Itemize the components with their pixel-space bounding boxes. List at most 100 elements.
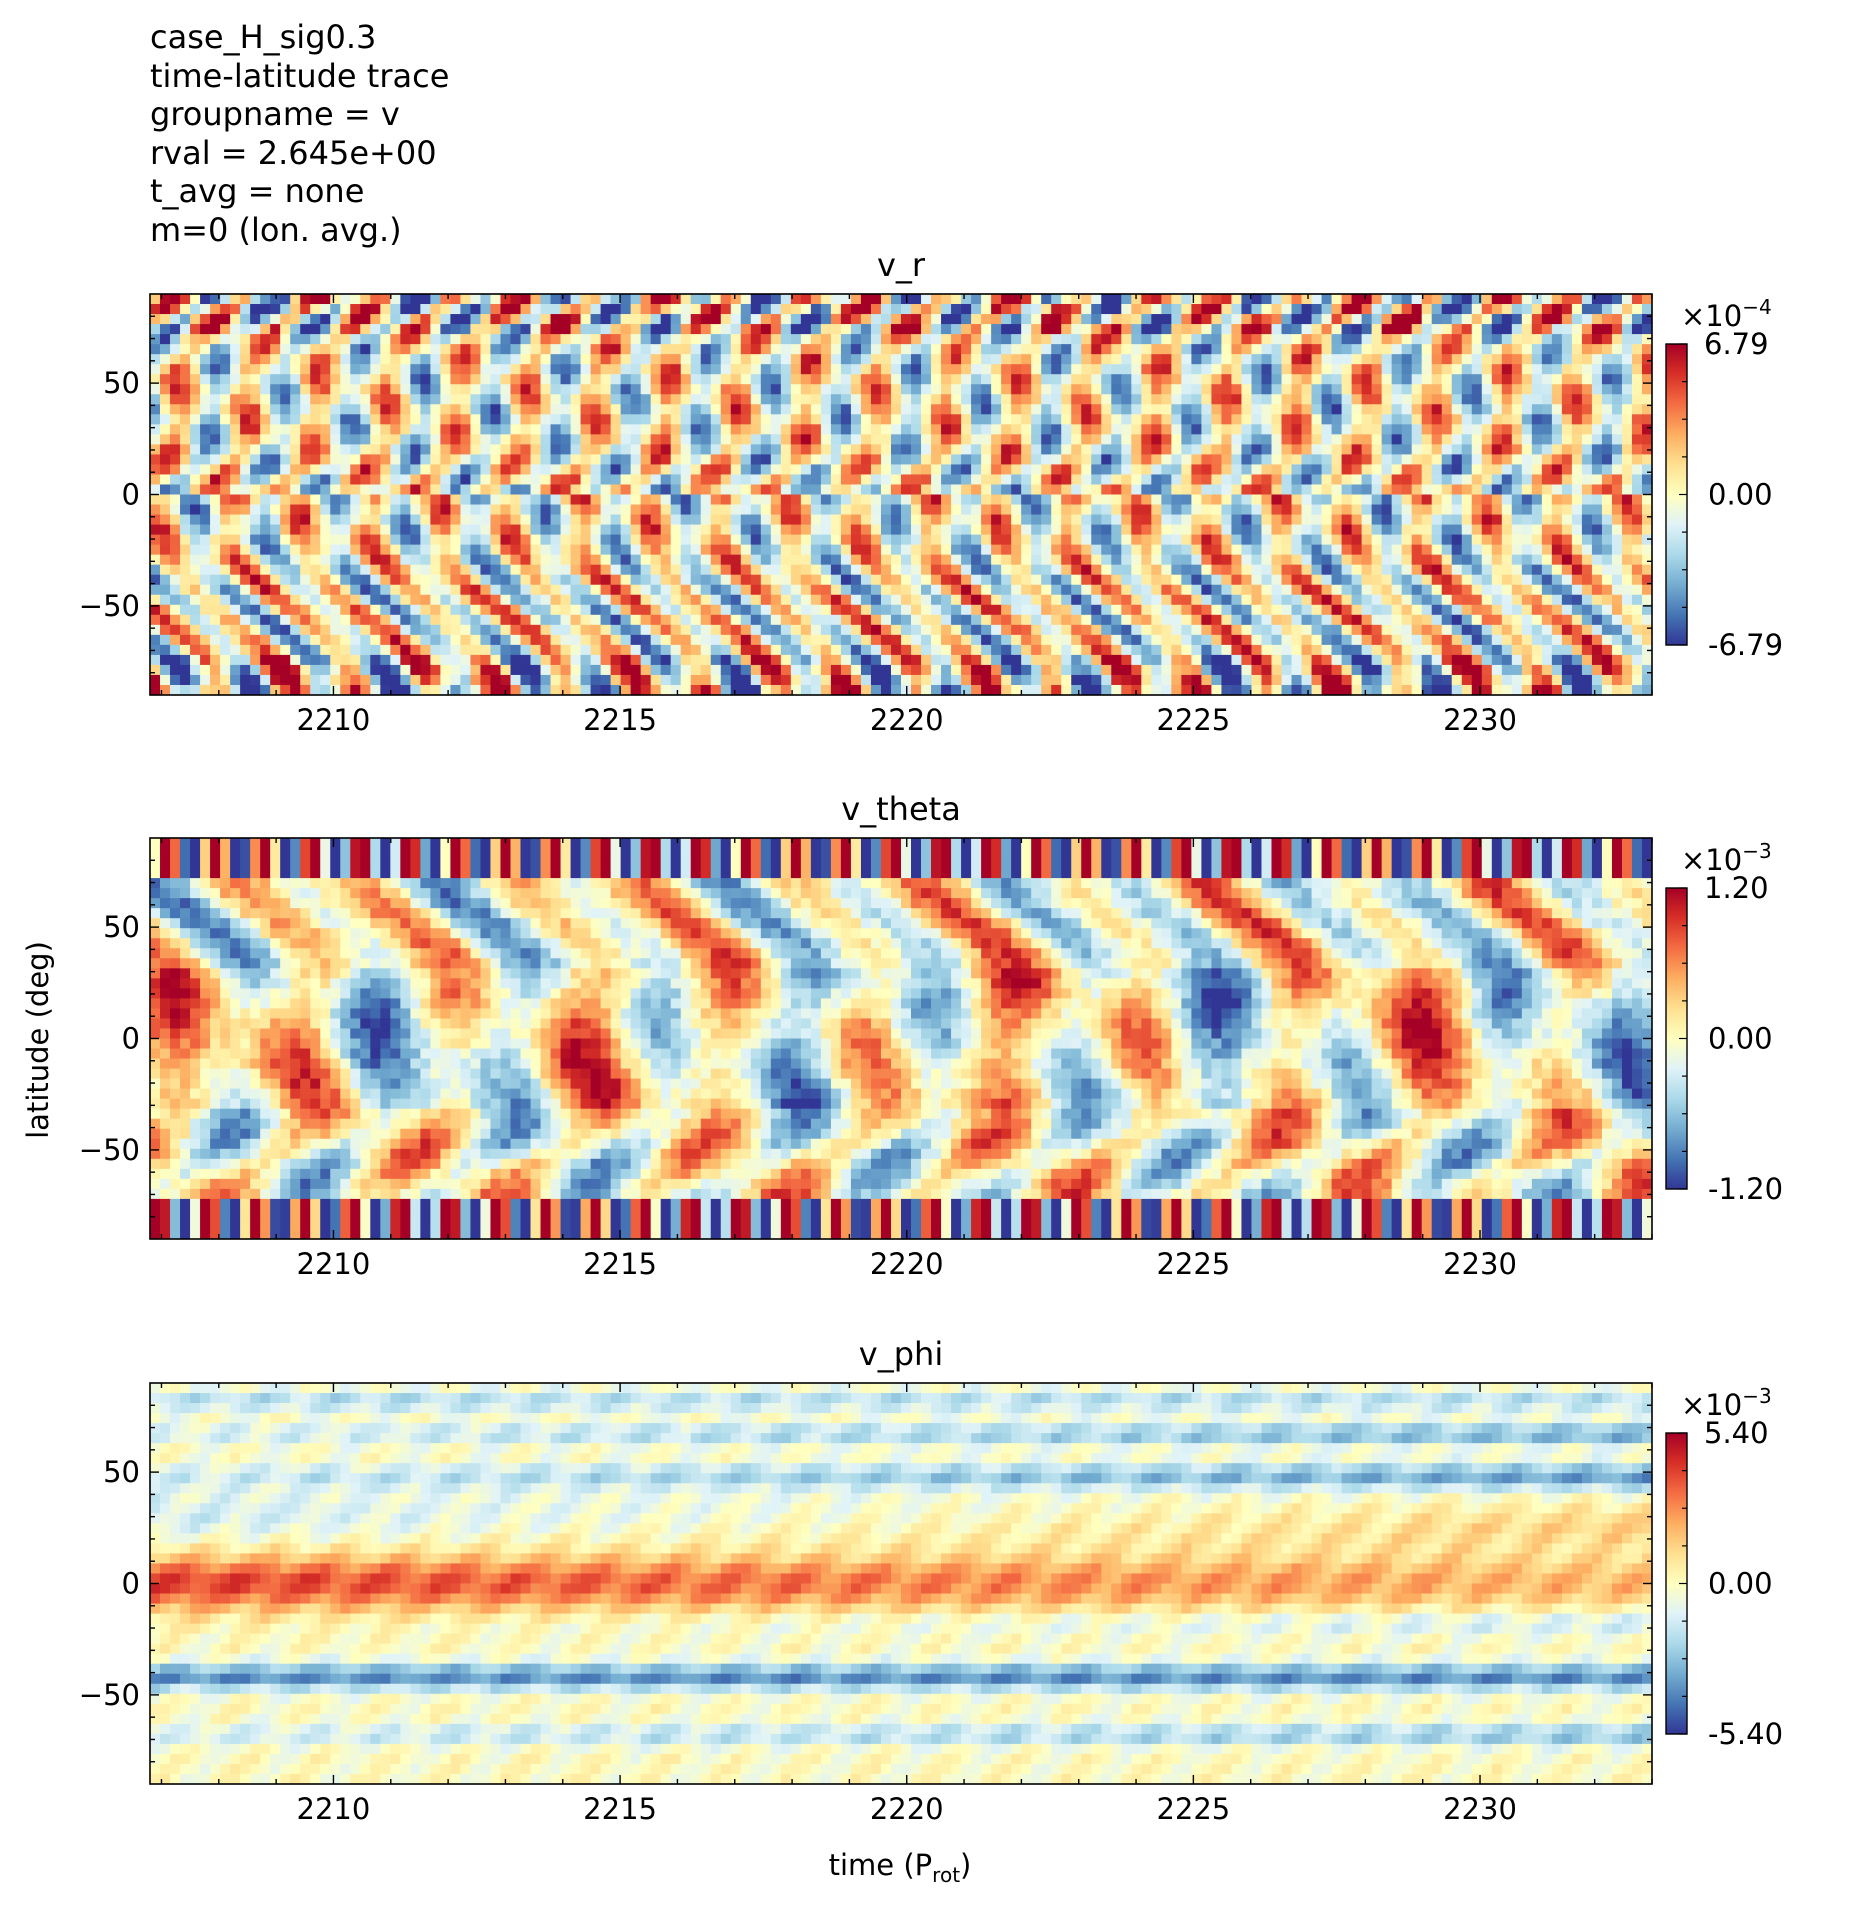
heatmap-cell: [670, 374, 682, 385]
heatmap-cell: [1591, 474, 1603, 486]
heatmap-cell: [240, 554, 251, 566]
heatmap-cell: [1371, 564, 1383, 576]
heatmap-cell: [630, 444, 642, 456]
heatmap-cell: [1421, 414, 1433, 425]
heatmap-cell: [510, 594, 522, 606]
heatmap-cell: [1081, 474, 1092, 486]
heatmap-cell: [1421, 524, 1433, 536]
heatmap-cell: [460, 434, 472, 445]
heatmap-cell: [981, 384, 992, 395]
heatmap-cell: [1361, 454, 1373, 466]
heatmap-cell: [1631, 484, 1643, 496]
heatmap-cell: [1071, 384, 1082, 395]
heatmap-cell: [630, 494, 642, 506]
heatmap-cell: [1071, 604, 1082, 616]
heatmap-cell: [300, 614, 311, 626]
heatmap-cell: [190, 314, 201, 325]
heatmap-cell: [370, 584, 381, 596]
heatmap-cell: [610, 554, 622, 566]
heatmap-cell: [560, 594, 572, 606]
heatmap-cell: [1491, 484, 1503, 496]
heatmap-cell: [780, 424, 792, 435]
heatmap-cell: [500, 304, 512, 315]
heatmap-cell: [1571, 374, 1583, 385]
heatmap-cell: [1261, 494, 1273, 506]
heatmap-cell: [1471, 544, 1483, 556]
heatmap-cell: [1201, 454, 1213, 466]
heatmap-cell: [300, 374, 311, 385]
heatmap-cell: [780, 554, 792, 566]
heatmap-cell: [1001, 364, 1012, 375]
heatmap-cell: [360, 324, 371, 335]
heatmap-cell: [1011, 614, 1022, 626]
heatmap-cell: [1021, 534, 1032, 546]
heatmap-cell: [740, 594, 752, 606]
heatmap-cell: [1041, 324, 1052, 335]
heatmap-cell: [530, 404, 542, 415]
heatmap-cell: [941, 294, 952, 305]
heatmap-cell: [840, 484, 852, 496]
heatmap-cell: [1031, 354, 1042, 365]
heatmap-cell: [190, 514, 201, 526]
heatmap-cell: [180, 304, 191, 315]
heatmap-cell: [660, 504, 672, 516]
heatmap-cell: [1461, 414, 1473, 425]
heatmap-cell: [840, 324, 852, 335]
heatmap-cell: [1641, 604, 1652, 616]
heatmap-cell: [160, 354, 171, 365]
heatmap-cell: [1171, 574, 1182, 586]
heatmap-cell: [1061, 364, 1072, 375]
heatmap-cell: [350, 374, 361, 385]
heatmap-cell: [520, 384, 532, 395]
heatmap-cell: [540, 494, 552, 506]
heatmap-cell: [690, 414, 702, 425]
heatmap-cell: [1641, 474, 1652, 486]
heatmap-cell: [270, 314, 281, 325]
heatmap-cell: [560, 364, 572, 375]
heatmap-cell: [350, 424, 361, 435]
heatmap-cell: [160, 364, 171, 375]
heatmap-cell: [1351, 394, 1363, 405]
heatmap-cell: [1101, 354, 1112, 365]
heatmap-cell: [270, 374, 281, 385]
heatmap-cell: [650, 354, 662, 365]
heatmap-cell: [180, 474, 191, 486]
heatmap-cell: [370, 604, 381, 616]
heatmap-cell: [1411, 324, 1423, 335]
heatmap-cell: [590, 504, 602, 516]
heatmap-cell: [590, 484, 602, 496]
heatmap-cell: [190, 614, 201, 626]
heatmap-cell: [800, 504, 812, 516]
heatmap-cell: [971, 314, 982, 325]
heatmap-cell: [1501, 354, 1513, 365]
heatmap-cell: [700, 304, 712, 315]
heatmap-cell: [1631, 304, 1643, 315]
heatmap-cell: [270, 294, 281, 305]
heatmap-cell: [1201, 304, 1213, 315]
heatmap-cell: [1101, 584, 1112, 596]
heatmap-cell: [1371, 374, 1383, 385]
heatmap-cell: [1331, 304, 1343, 315]
heatmap-cell: [650, 464, 662, 476]
heatmap-cell: [901, 364, 912, 375]
heatmap-cell: [620, 544, 632, 556]
heatmap-cell: [1161, 534, 1172, 546]
heatmap-cell: [1151, 334, 1162, 345]
heatmap-cell: [300, 464, 311, 476]
heatmap-cell: [1371, 474, 1383, 486]
heatmap-cell: [680, 384, 692, 395]
heatmap-cell: [830, 404, 842, 415]
heatmap-cell: [1231, 524, 1243, 536]
heatmap-cell: [240, 484, 251, 496]
heatmap-cell: [350, 344, 361, 355]
heatmap-cell: [320, 554, 331, 566]
heatmap-cell: [730, 534, 742, 546]
heatmap-cell: [170, 494, 181, 506]
heatmap-cell: [1491, 584, 1503, 596]
heatmap-cell: [170, 584, 181, 596]
heatmap-cell: [1611, 554, 1623, 566]
heatmap-cell: [1101, 444, 1112, 456]
heatmap-cell: [870, 604, 882, 616]
heatmap-cell: [1081, 374, 1092, 385]
heatmap-cell: [380, 384, 391, 395]
